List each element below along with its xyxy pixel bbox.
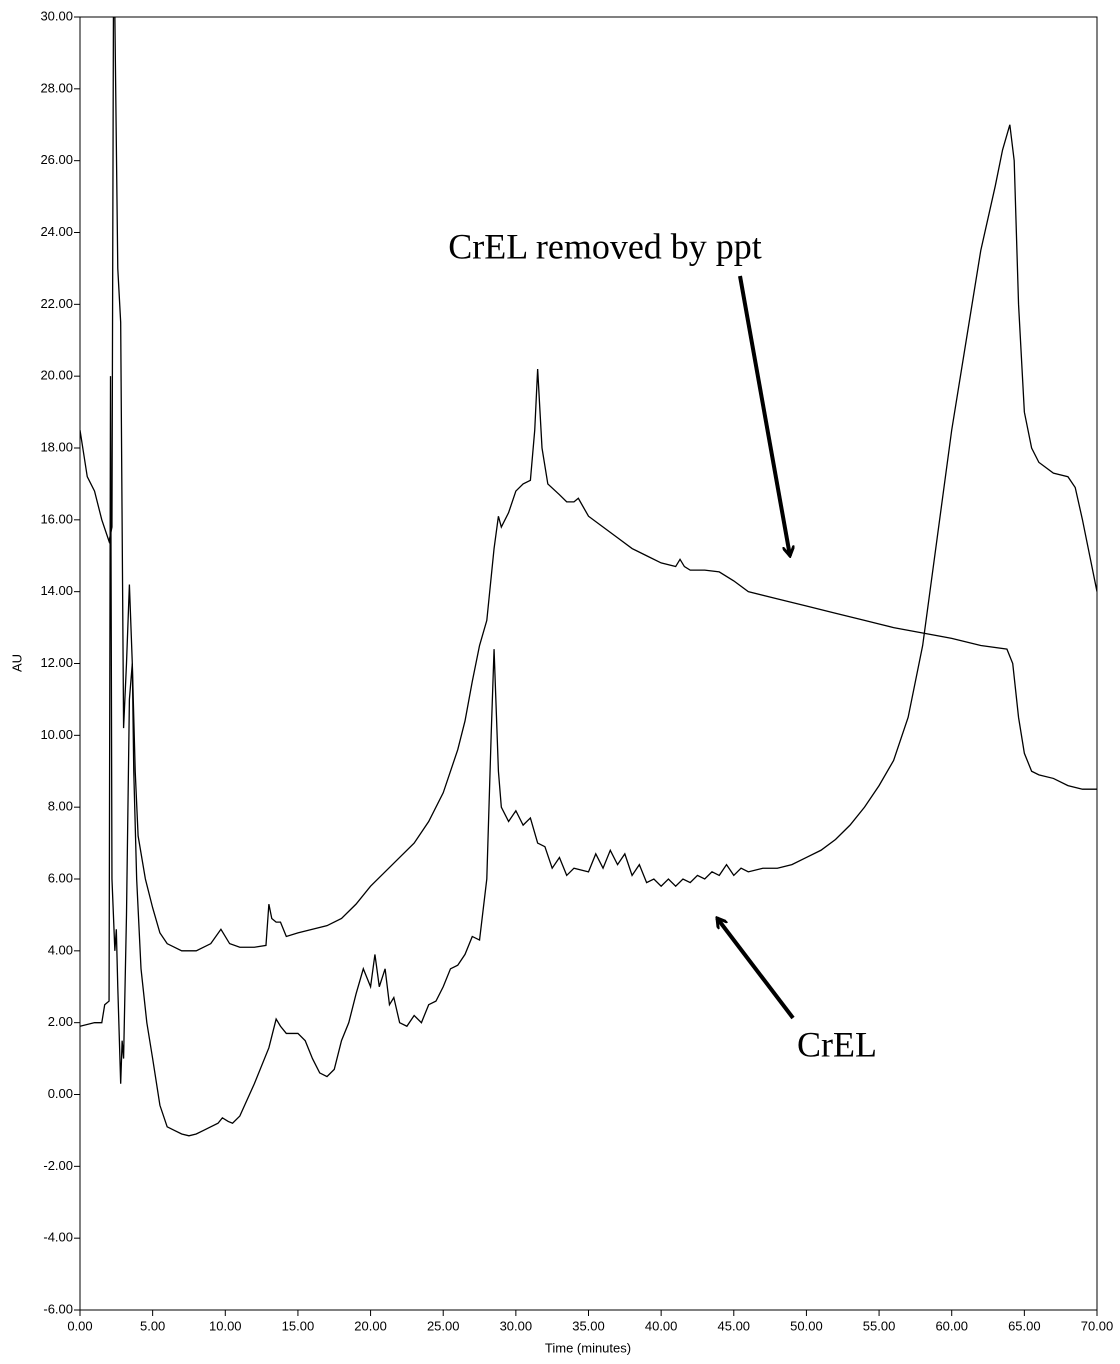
x-axis-title: Time (minutes) [545,1340,631,1355]
y-tick-label: 20.00 [40,368,73,383]
annotation-arrow [717,918,795,1020]
x-tick-label: 40.00 [645,1318,678,1333]
y-tick-label: 28.00 [40,80,73,95]
x-tick-label: 65.00 [1008,1318,1041,1333]
y-tick-label: 8.00 [48,799,73,814]
y-tick-label: 4.00 [48,942,73,957]
y-tick-label: 12.00 [40,655,73,670]
annotation-arrow [738,275,790,556]
y-tick-label: 14.00 [40,583,73,598]
y-tick-label: 18.00 [40,439,73,454]
y-tick-label: 0.00 [48,1086,73,1101]
x-tick-label: 70.00 [1081,1318,1114,1333]
annotation: CrEL [797,1024,877,1064]
y-tick-label: 6.00 [48,870,73,885]
y-tick-label: 24.00 [40,224,73,239]
x-tick-label: 50.00 [790,1318,823,1333]
y-axis-title: AU [9,654,24,672]
y-tick-label: -6.00 [43,1301,73,1316]
x-tick-label: 55.00 [863,1318,896,1333]
y-tick-label: 16.00 [40,511,73,526]
y-tick-label: 22.00 [40,296,73,311]
y-tick-label: 26.00 [40,152,73,167]
plot-frame [79,16,1098,1311]
x-tick-label: 0.00 [67,1318,92,1333]
x-tick-label: 60.00 [935,1318,968,1333]
y-tick-label: 2.00 [48,1014,73,1029]
y-tick-label: -2.00 [43,1158,73,1173]
y-tick-label: 30.00 [40,8,73,23]
series-line [80,124,1097,1137]
x-tick-label: 15.00 [282,1318,315,1333]
x-tick-label: 45.00 [718,1318,751,1333]
y-tick-label: 10.00 [40,727,73,742]
x-tick-label: 5.00 [140,1318,165,1333]
series-line [80,17,1097,952]
y-tick-label: -4.00 [43,1230,73,1245]
x-tick-label: 10.00 [209,1318,242,1333]
x-tick-label: 35.00 [572,1318,605,1333]
x-tick-label: 20.00 [354,1318,387,1333]
annotation: CrEL removed by ppt [448,226,762,266]
x-tick-label: 30.00 [500,1318,533,1333]
x-tick-label: 25.00 [427,1318,460,1333]
